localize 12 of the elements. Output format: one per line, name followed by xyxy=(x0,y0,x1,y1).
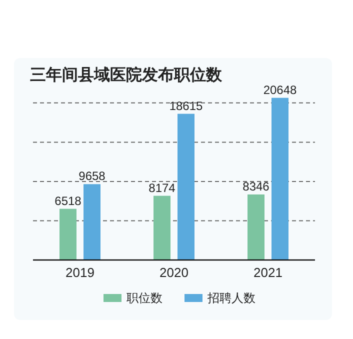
legend-label: 招聘人数 xyxy=(206,291,256,305)
legend-label: 职位数 xyxy=(126,291,162,305)
data-label: 6518 xyxy=(54,194,82,208)
x-tick-label: 2019 xyxy=(66,265,94,280)
data-label: 18615 xyxy=(169,98,204,113)
data-label: 8346 xyxy=(242,179,270,194)
data-label: 9658 xyxy=(78,169,106,184)
title: 三年间县域医院发布职位数 xyxy=(30,67,222,84)
x-tick-label: 2021 xyxy=(254,265,282,280)
data-label: 8174 xyxy=(148,180,176,195)
x-tick-label: 2020 xyxy=(160,265,188,280)
data-label: 20648 xyxy=(263,82,298,97)
